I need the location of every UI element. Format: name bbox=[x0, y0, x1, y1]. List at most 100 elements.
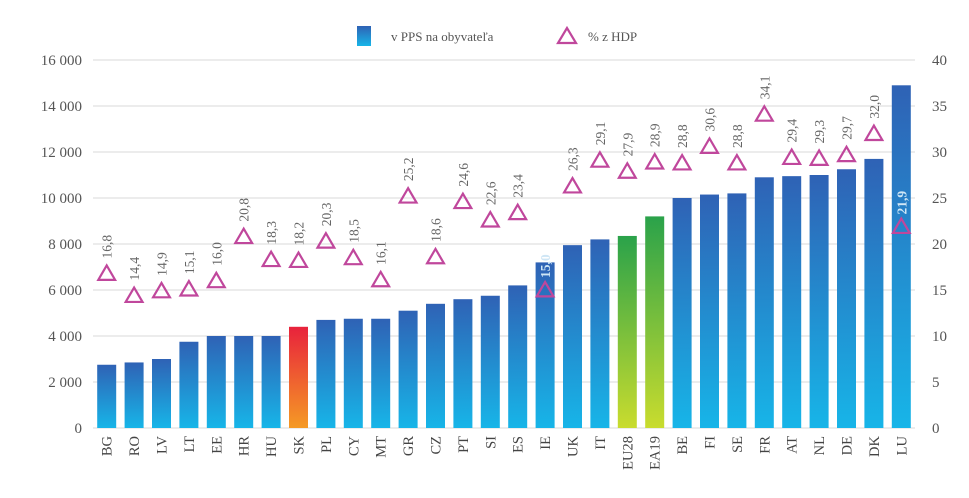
right-tick-label: 40 bbox=[932, 53, 947, 69]
marker-uk bbox=[562, 175, 583, 194]
bars bbox=[97, 85, 911, 429]
left-tick-label: 2 000 bbox=[48, 375, 82, 391]
category-label-cz: CZ bbox=[429, 436, 445, 455]
right-tick-label: 10 bbox=[932, 329, 947, 345]
data-label-de: 29,7 bbox=[840, 116, 855, 140]
left-tick-label: 6 000 bbox=[48, 283, 82, 299]
category-label-fr: FR bbox=[757, 436, 773, 454]
bar-at bbox=[782, 176, 802, 428]
marker-mt bbox=[370, 269, 392, 288]
marker-sk bbox=[288, 250, 309, 269]
category-label-at: AT bbox=[785, 436, 801, 454]
right-tick-label: 15 bbox=[932, 283, 947, 299]
marker-fi bbox=[699, 136, 720, 154]
bar-hr bbox=[234, 336, 254, 428]
data-label-it: 29,1 bbox=[593, 122, 608, 146]
category-label-bg: BG bbox=[100, 435, 116, 456]
left-tick-label: 4 000 bbox=[48, 329, 82, 345]
marker-cz bbox=[425, 246, 446, 265]
left-tick-label: 10 000 bbox=[41, 191, 82, 207]
markers bbox=[96, 104, 912, 304]
data-labels: 16,8 14,4 14,9 15,1 16,0 20,8 18,3 18,2 20,3 18,5… bbox=[100, 76, 910, 281]
bar-ro bbox=[124, 362, 144, 428]
marker-lt bbox=[178, 278, 200, 297]
category-label-es: ES bbox=[511, 436, 527, 453]
gridlines bbox=[93, 59, 915, 429]
bar-si bbox=[480, 295, 500, 428]
data-label-mt: 16,1 bbox=[374, 241, 389, 265]
category-label-de: DE bbox=[840, 436, 856, 455]
legend-bar-label: v PPS na obyvateľa bbox=[391, 29, 494, 44]
marker-it bbox=[589, 150, 611, 168]
marker-eu28 bbox=[616, 161, 638, 179]
left-tick-label: 8 000 bbox=[48, 237, 82, 253]
bar-nl bbox=[809, 175, 829, 428]
bar-mt bbox=[371, 318, 391, 428]
marker-lv bbox=[151, 280, 172, 299]
data-label-cz: 18,6 bbox=[429, 218, 444, 242]
data-label-ea19: 28,9 bbox=[648, 123, 663, 147]
marker-ie bbox=[534, 279, 556, 298]
bar-ee bbox=[206, 336, 226, 428]
data-label-bg: 16,8 bbox=[100, 235, 115, 259]
marker-ea19 bbox=[644, 151, 666, 170]
category-label-se: SE bbox=[730, 436, 746, 453]
bar-hu bbox=[261, 336, 281, 428]
category-label-ee: EE bbox=[209, 436, 225, 454]
bar-eu28 bbox=[617, 235, 637, 428]
data-label-eu28: 27,9 bbox=[620, 132, 635, 156]
category-label-ea19: EA19 bbox=[648, 436, 664, 470]
right-tick-label: 35 bbox=[932, 99, 947, 115]
bar-cy bbox=[343, 318, 363, 428]
category-label-be: BE bbox=[675, 436, 691, 455]
bar-sk bbox=[289, 326, 308, 428]
data-label-pl: 20,3 bbox=[319, 202, 334, 226]
category-label-pt: PT bbox=[456, 436, 472, 453]
data-label-lt: 15,1 bbox=[182, 250, 197, 274]
marker-fr bbox=[753, 104, 775, 122]
data-label-hu: 18,3 bbox=[264, 221, 279, 245]
category-label-nl: NL bbox=[812, 436, 828, 455]
category-label-lv: LV bbox=[155, 435, 171, 454]
category-label-ie: IE bbox=[538, 436, 554, 450]
marker-lu bbox=[890, 216, 912, 235]
category-label-it: IT bbox=[593, 436, 609, 450]
left-tick-label: 12 000 bbox=[41, 145, 82, 161]
data-label-si: 22,6 bbox=[483, 181, 498, 205]
marker-hu bbox=[260, 249, 282, 268]
data-label-es: 23,4 bbox=[511, 174, 526, 198]
category-labels: BG RO LV LT EE HR HU SK PL CY MT GR CZ PT SI ES IE UK IT EU… bbox=[100, 435, 911, 469]
data-label-ie: 15,0 bbox=[538, 254, 553, 278]
category-label-eu28: EU28 bbox=[620, 436, 636, 470]
category-label-fi: FI bbox=[703, 436, 719, 449]
category-label-hu: HU bbox=[264, 435, 280, 456]
data-label-sk: 18,2 bbox=[292, 222, 307, 246]
bar-dk bbox=[864, 158, 884, 428]
bar-lt bbox=[179, 341, 199, 428]
marker-dk bbox=[863, 123, 885, 142]
bar-bg bbox=[97, 364, 117, 428]
marker-nl bbox=[808, 148, 830, 166]
bar-lu bbox=[891, 85, 911, 429]
bar-be bbox=[672, 198, 692, 428]
right-axis: 0 5 10 15 20 25 30 35 40 bbox=[932, 53, 947, 437]
category-label-si: SI bbox=[483, 436, 499, 449]
marker-hr bbox=[233, 226, 255, 245]
right-tick-label: 20 bbox=[932, 237, 947, 253]
category-label-lu: LU bbox=[894, 435, 910, 455]
bar-se bbox=[727, 193, 747, 428]
bar-lv bbox=[152, 359, 171, 428]
category-label-cy: CY bbox=[346, 435, 362, 456]
right-tick-label: 5 bbox=[932, 375, 940, 391]
marker-pl bbox=[315, 231, 337, 249]
bar-fi bbox=[700, 194, 719, 428]
left-axis: 0 2 000 4 000 6 000 8 000 10 000 12 000 14 000 1… bbox=[41, 53, 82, 437]
data-label-at: 29,4 bbox=[785, 119, 800, 143]
marker-si bbox=[479, 209, 501, 228]
bar-es bbox=[508, 285, 528, 428]
marker-es bbox=[507, 202, 529, 221]
legend-marker-label: % z HDP bbox=[588, 29, 637, 44]
left-tick-label: 0 bbox=[75, 421, 83, 437]
category-label-sk: SK bbox=[292, 435, 308, 454]
category-label-gr: GR bbox=[401, 436, 417, 456]
